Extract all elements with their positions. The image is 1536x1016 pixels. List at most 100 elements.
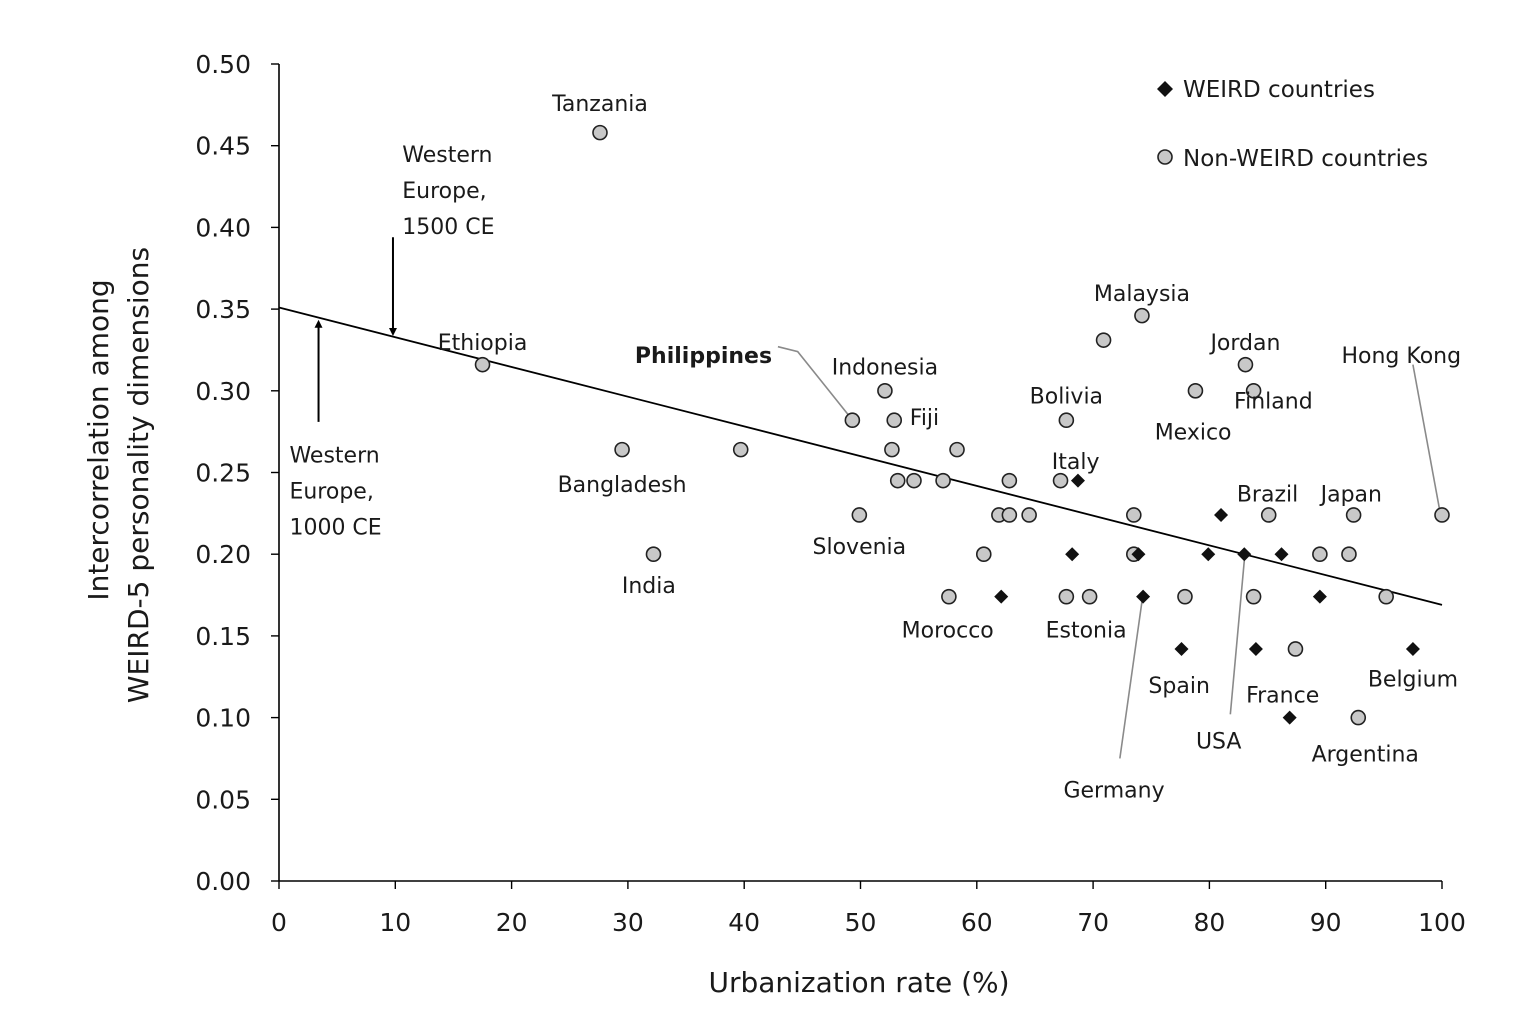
y-tick-label: 0.10 bbox=[195, 704, 251, 733]
x-tick-label: 10 bbox=[379, 908, 411, 937]
weird-point bbox=[1248, 641, 1263, 656]
era-label: Western Europe, 1500 CE bbox=[402, 143, 494, 240]
point-label: India bbox=[622, 574, 676, 599]
point-label: Bangladesh bbox=[558, 473, 687, 498]
legend-label-non-weird: Non-WEIRD countries bbox=[1183, 146, 1428, 172]
legend-label-weird: WEIRD countries bbox=[1183, 77, 1375, 103]
leader-line bbox=[777, 345, 851, 418]
non-weird-point bbox=[1350, 709, 1367, 726]
y-tick-label: 0.05 bbox=[195, 785, 251, 814]
y-tick-label: 0.15 bbox=[195, 622, 251, 651]
x-tick-label: 30 bbox=[612, 908, 644, 937]
point-label: Germany bbox=[1063, 778, 1164, 803]
non-weird-point bbox=[732, 441, 749, 458]
non-weird-point bbox=[474, 356, 491, 373]
non-weird-point bbox=[886, 412, 903, 429]
weird-point bbox=[1237, 547, 1252, 562]
non-weird-point bbox=[884, 441, 900, 458]
non-weird-point bbox=[1245, 382, 1262, 399]
y-axis-title-line-2: WEIRD-5 personality dimensions bbox=[122, 247, 155, 703]
non-weird-point bbox=[975, 546, 992, 563]
non-weird-point bbox=[1058, 588, 1075, 605]
weird-point bbox=[1282, 710, 1297, 725]
x-tick-label: 20 bbox=[496, 908, 528, 937]
point-label: Finland bbox=[1234, 390, 1313, 415]
weird-point bbox=[1214, 507, 1229, 522]
point-label: Belgium bbox=[1368, 667, 1458, 692]
leader-line bbox=[1412, 364, 1441, 511]
point-label: Bolivia bbox=[1030, 385, 1103, 410]
non-weird-point bbox=[949, 441, 965, 458]
leader-line bbox=[1229, 560, 1246, 715]
legend-marker-non-weird bbox=[1157, 149, 1173, 165]
x-tick-label: 60 bbox=[961, 908, 993, 937]
y-tick-label: 0.35 bbox=[195, 295, 251, 324]
x-tick-label: 50 bbox=[845, 908, 877, 937]
non-weird-point bbox=[877, 382, 893, 399]
point-label: Spain bbox=[1148, 674, 1209, 699]
x-tick-label: 0 bbox=[271, 908, 287, 937]
era-annotation: Western Europe, 1000 CE bbox=[289, 319, 382, 541]
x-tick-label: 40 bbox=[728, 908, 760, 937]
non-weird-point bbox=[844, 412, 861, 429]
non-weird-point bbox=[1260, 507, 1277, 523]
y-tick-label: 0.45 bbox=[195, 132, 251, 161]
non-weird-point bbox=[1095, 332, 1112, 348]
point-label: Argentina bbox=[1312, 743, 1419, 768]
point-label: Philippines bbox=[635, 344, 772, 369]
non-weird-point bbox=[1081, 588, 1098, 605]
point-label: Japan bbox=[1319, 483, 1382, 508]
point-label: Fiji bbox=[910, 406, 939, 431]
point-label: Slovenia bbox=[813, 535, 907, 560]
non-weird-point bbox=[1287, 641, 1304, 657]
x-tick-label: 90 bbox=[1310, 908, 1342, 937]
point-label: USA bbox=[1196, 729, 1242, 754]
non-weird-point bbox=[1001, 507, 1018, 523]
non-weird-point bbox=[1312, 546, 1328, 563]
non-weird-point bbox=[645, 546, 662, 563]
weird-point bbox=[994, 589, 1009, 604]
non-weird-point bbox=[1058, 412, 1075, 429]
point-label: Brazil bbox=[1237, 483, 1298, 508]
non-weird-point bbox=[1134, 307, 1150, 324]
weird-point bbox=[1065, 547, 1080, 562]
non-weird-point bbox=[1245, 588, 1262, 605]
non-weird-point bbox=[1126, 507, 1142, 523]
y-tick-label: 0.50 bbox=[195, 50, 251, 79]
y-tick-label: 0.40 bbox=[195, 213, 251, 242]
non-weird-point bbox=[889, 472, 906, 489]
y-axis-title-line-1: Intercorrelation among bbox=[82, 279, 115, 600]
point-label: France bbox=[1246, 684, 1319, 709]
point-label: Tanzania bbox=[551, 92, 648, 117]
legend: WEIRD countries Non-WEIRD countries bbox=[1157, 77, 1428, 172]
non-weird-point bbox=[851, 507, 868, 523]
non-weird-point bbox=[1237, 356, 1254, 373]
y-tick-label: 0.25 bbox=[195, 459, 251, 488]
point-label: Indonesia bbox=[832, 355, 938, 380]
non-weird-point bbox=[1345, 507, 1362, 523]
non-weird-point bbox=[592, 124, 608, 141]
weird-point bbox=[1131, 547, 1146, 562]
x-tick-label: 70 bbox=[1077, 908, 1109, 937]
x-tick-label: 80 bbox=[1193, 908, 1225, 937]
weird-point bbox=[1174, 641, 1189, 656]
non-weird-point bbox=[935, 472, 951, 489]
non-weird-point bbox=[1052, 472, 1069, 489]
non-weird-point bbox=[1187, 382, 1204, 399]
era-label: Western Europe, 1000 CE bbox=[289, 444, 381, 541]
non-weird-point bbox=[1001, 472, 1018, 489]
non-weird-point bbox=[906, 472, 922, 489]
non-weird-point bbox=[1341, 546, 1357, 563]
y-tick-label: 0.00 bbox=[195, 867, 251, 896]
non-weird-point bbox=[1021, 507, 1037, 523]
y-tick-label: 0.20 bbox=[195, 540, 251, 569]
legend-marker-weird bbox=[1157, 81, 1173, 97]
weird-point bbox=[1070, 473, 1085, 488]
weird-point bbox=[1312, 589, 1327, 604]
point-label: Malaysia bbox=[1094, 282, 1190, 307]
point-label: Ethiopia bbox=[438, 331, 528, 356]
non-weird-point bbox=[941, 588, 957, 605]
non-weird-point bbox=[1378, 588, 1394, 605]
y-tick-label: 0.30 bbox=[195, 377, 251, 406]
